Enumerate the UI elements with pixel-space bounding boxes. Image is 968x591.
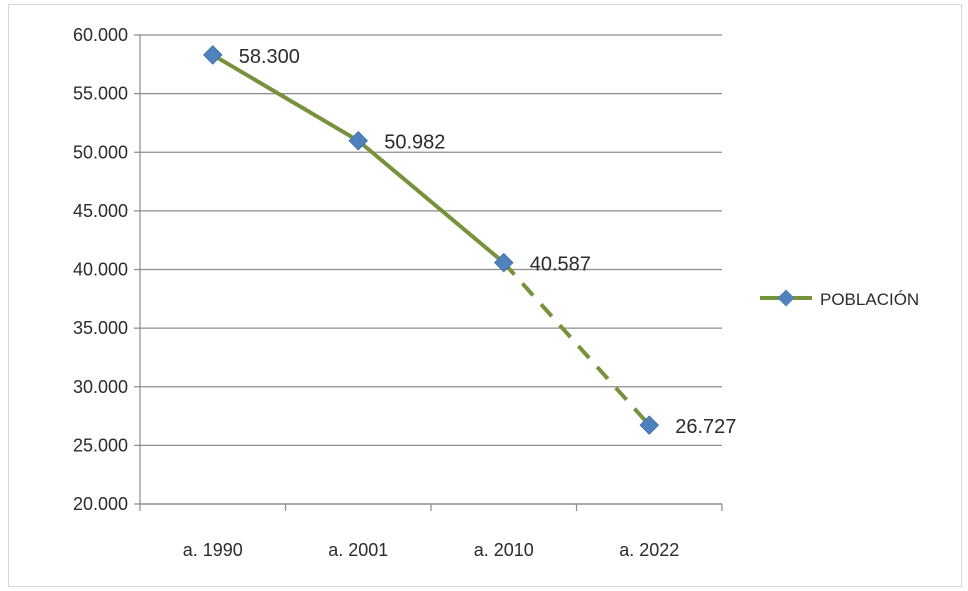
x-tick-label: a. 2010 [474, 540, 534, 560]
y-tick-label: 50.000 [73, 142, 128, 162]
y-tick-label: 45.000 [73, 201, 128, 221]
data-label: 50.982 [384, 132, 445, 154]
series-segment-projected [502, 261, 651, 427]
y-tick-label: 20.000 [73, 494, 128, 514]
y-axis-tick-labels: 20.000 25.000 30.000 35.000 40.000 45.000 50.0… [73, 25, 128, 514]
data-labels: 58.300 50.982 40.587 26.727 [239, 46, 737, 438]
series-segment [356, 138, 506, 265]
legend-marker-swatch [777, 289, 795, 307]
series-segment [210, 52, 361, 143]
y-tick-label: 35.000 [73, 318, 128, 338]
data-label: 26.727 [675, 416, 736, 438]
legend: POBLACIÓN [760, 289, 919, 309]
y-tick-label: 40.000 [73, 260, 128, 280]
legend-label-poblacion: POBLACIÓN [820, 290, 919, 309]
y-tick-label: 30.000 [73, 377, 128, 397]
data-point-marker [202, 45, 223, 65]
x-axis-tick-labels: a. 1990 a. 2001 a. 2010 a. 2022 [183, 540, 680, 560]
chart-frame [8, 4, 962, 587]
y-tick-label: 25.000 [73, 435, 128, 455]
x-tick-label: a. 2001 [328, 540, 388, 560]
gridlines [140, 34, 722, 505]
data-point-marker [639, 415, 660, 435]
series-poblacion [202, 45, 660, 435]
y-tick-label: 60.000 [73, 25, 128, 45]
x-tick-label: a. 1990 [183, 540, 243, 560]
x-tick-label: a. 2022 [619, 540, 679, 560]
data-point-marker [493, 252, 514, 273]
data-point-marker [348, 130, 369, 151]
data-label: 58.300 [239, 46, 300, 68]
axes [134, 34, 723, 511]
y-tick-label: 55.000 [73, 84, 128, 104]
data-label: 40.587 [530, 254, 591, 276]
